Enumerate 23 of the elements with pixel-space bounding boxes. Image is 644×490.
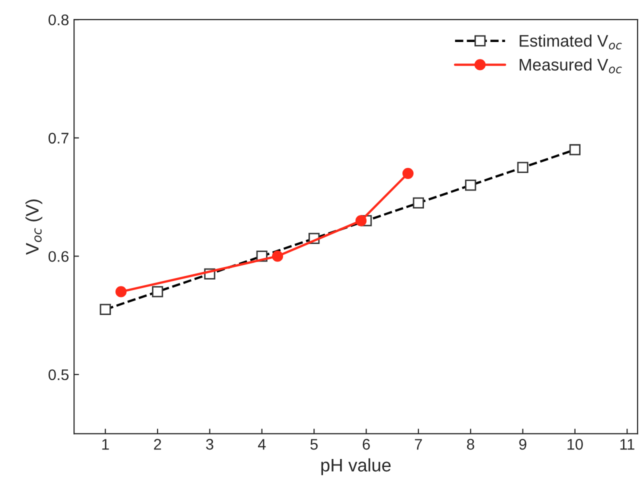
x-tick-label: 9 [519,438,526,450]
y-tick-label: 0.8 [48,14,69,26]
x-tick-label: 1 [102,439,109,450]
point [115,286,127,298]
x-axis-title: pH value [321,458,391,476]
x-tick-label: 7 [414,439,422,450]
y-tick-label: 0.7 [48,132,68,144]
x-tick-label: 5 [310,439,318,450]
x-tick-label: 10 [568,438,583,450]
y-axis-title: V$_{oc}$ (V) [25,200,42,255]
point [402,168,414,179]
point [355,215,367,226]
x-tick-label: 8 [467,438,474,450]
x-tick-label: 4 [258,439,266,450]
x-tick-label: 11 [620,439,634,450]
point [272,250,284,262]
x-tick-label: 3 [206,438,214,450]
x-tick-label: 6 [362,438,370,450]
legend-label: Measured V$_{oc}$ [520,58,622,74]
y-tick-label: 0.5 [48,369,69,380]
legend-label: Estimated V$_{oc}$ [520,34,622,50]
y-tick-label: 0.6 [48,251,69,262]
x-tick-label: 2 [154,438,162,450]
